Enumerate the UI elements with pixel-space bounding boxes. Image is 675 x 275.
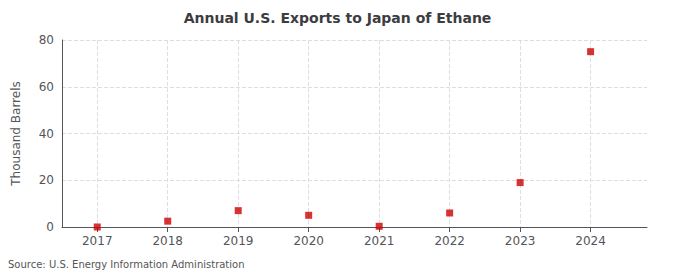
svg-text:0: 0 (46, 220, 54, 234)
svg-text:2024: 2024 (575, 234, 606, 248)
svg-text:80: 80 (39, 33, 54, 47)
svg-text:Source: U.S. Energy Informatio: Source: U.S. Energy Information Administ… (8, 259, 245, 270)
svg-text:Annual U.S. Exports to Japan o: Annual U.S. Exports to Japan of Ethane (184, 10, 492, 26)
svg-text:2023: 2023 (505, 234, 536, 248)
svg-text:Thousand Barrels: Thousand Barrels (9, 81, 23, 186)
svg-text:2021: 2021 (364, 234, 395, 248)
svg-text:2019: 2019 (223, 234, 254, 248)
svg-text:2017: 2017 (82, 234, 113, 248)
svg-text:2022: 2022 (434, 234, 465, 248)
svg-text:20: 20 (39, 173, 54, 187)
svg-text:40: 40 (39, 127, 54, 141)
svg-text:2020: 2020 (293, 234, 324, 248)
svg-text:60: 60 (39, 80, 54, 94)
svg-text:2018: 2018 (152, 234, 183, 248)
